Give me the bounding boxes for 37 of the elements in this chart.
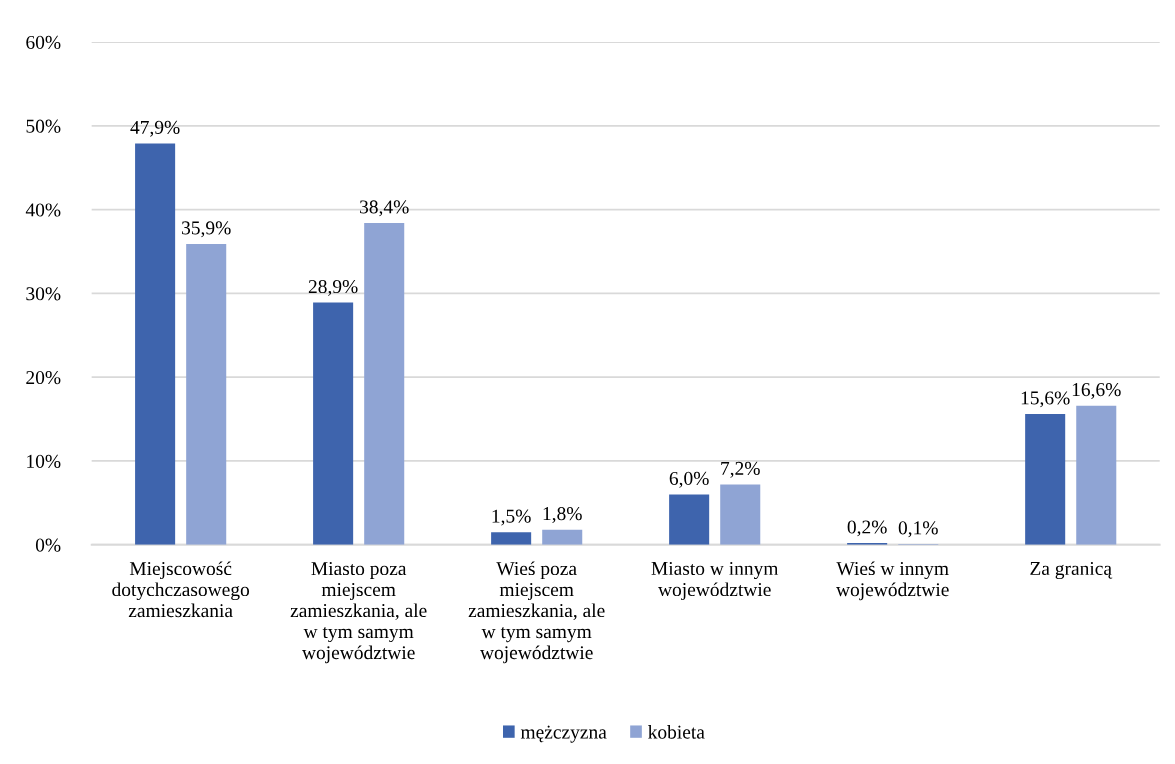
legend-label: mężczyzna xyxy=(520,725,607,743)
data-label: 35,9% xyxy=(182,221,231,238)
bar xyxy=(313,302,354,545)
x-tick-label: Miejscowość dotychczasowego zamieszkania xyxy=(112,561,250,618)
x-tick-label: Wieś poza miejscem zamieszkania, ale w tym samym województwie xyxy=(468,561,605,664)
x-tick-label: Miasto poza miejscem zamieszkania, ale w tym samym województwie xyxy=(290,562,427,664)
y-tick-label: 50% xyxy=(26,119,61,133)
bar xyxy=(542,529,583,545)
data-label: 7,2% xyxy=(721,461,760,478)
bar xyxy=(1076,405,1117,545)
x-tick-label: Wieś w innym województwie xyxy=(836,561,949,601)
x-tick-label: Za granicą xyxy=(1030,561,1113,580)
data-label: 1,5% xyxy=(492,509,531,526)
y-tick-label: 60% xyxy=(26,35,61,50)
data-label: 0,1% xyxy=(898,521,938,538)
data-label: 38,4% xyxy=(360,200,409,217)
y-tick-label: 10% xyxy=(27,454,61,468)
data-label: 1,8% xyxy=(543,507,582,523)
bar xyxy=(135,143,176,545)
data-label: 28,9% xyxy=(308,279,358,296)
data-label: 47,9% xyxy=(130,120,180,137)
bar xyxy=(364,223,405,545)
y-tick-label: 30% xyxy=(26,287,61,301)
bar xyxy=(1025,414,1066,545)
y-tick-label: 0% xyxy=(35,538,61,552)
data-label: 16,6% xyxy=(1072,383,1121,399)
legend-label: kobieta xyxy=(648,724,705,739)
y-tick-label: 40% xyxy=(25,203,61,217)
bar xyxy=(491,532,532,545)
x-tick-label: Miasto w innym województwie xyxy=(651,561,779,601)
data-label: 0,2% xyxy=(847,520,887,537)
y-tick-label: 20% xyxy=(26,370,61,385)
data-label: 15,6% xyxy=(1021,391,1070,408)
data-label: 6,0% xyxy=(669,471,709,488)
bar xyxy=(186,243,227,545)
bar xyxy=(720,484,761,545)
bar xyxy=(669,494,710,545)
